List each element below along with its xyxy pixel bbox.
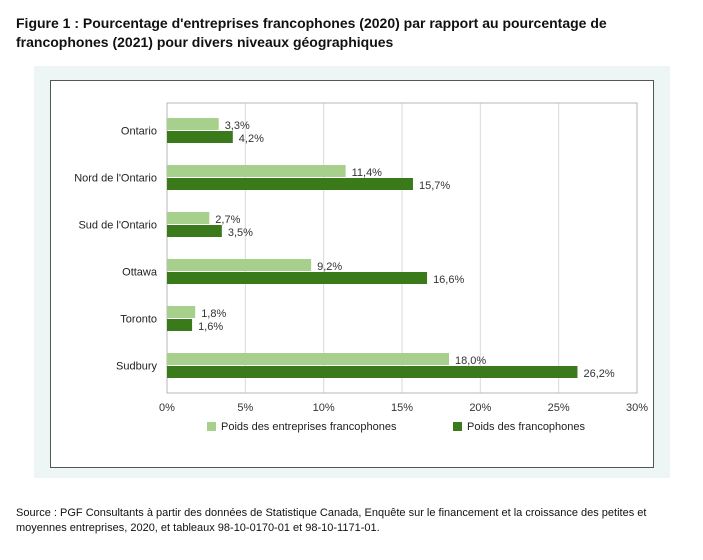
- legend-swatch: [453, 422, 462, 431]
- legend-swatch: [207, 422, 216, 431]
- category-label: Ontario: [121, 125, 157, 137]
- bar: [167, 272, 427, 284]
- category-label: Ottawa: [122, 266, 158, 278]
- bar: [167, 366, 577, 378]
- bar-value-label: 1,8%: [201, 308, 226, 320]
- bar-value-label: 9,2%: [317, 261, 342, 273]
- bar-value-label: 3,3%: [225, 120, 250, 132]
- category-label: Sudbury: [116, 360, 157, 372]
- legend-label: Poids des entreprises francophones: [221, 421, 397, 433]
- chart-frame: 0% 5% 10% 15% 20% 25% 30% Ontario 3,3%4,2% Nord d…: [50, 80, 654, 468]
- bar: [167, 165, 346, 177]
- figure-title: Figure 1 : Pourcentage d'entreprises fra…: [16, 14, 676, 52]
- bar: [167, 131, 233, 143]
- bar-value-label: 1,6%: [198, 321, 223, 333]
- bar: [167, 212, 209, 224]
- x-tick-label: 30%: [626, 402, 648, 414]
- chart-outer-panel: 0% 5% 10% 15% 20% 25% 30% Ontario 3,3%4,2% Nord d…: [34, 66, 670, 478]
- bar: [167, 259, 311, 271]
- bar-value-label: 26,2%: [583, 368, 614, 380]
- grouped-bar-chart: 0% 5% 10% 15% 20% 25% 30% Ontario 3,3%4,2% Nord d…: [55, 85, 649, 465]
- bar-value-label: 11,4%: [352, 167, 383, 179]
- bar-value-label: 15,7%: [419, 180, 450, 192]
- bar-value-label: 4,2%: [239, 133, 264, 145]
- legend-label: Poids des francophones: [467, 421, 586, 433]
- category-label: Nord de l'Ontario: [74, 172, 157, 184]
- bar-value-label: 18,0%: [455, 355, 486, 367]
- bar-value-label: 2,7%: [215, 214, 240, 226]
- bar: [167, 225, 222, 237]
- bar-value-label: 16,6%: [433, 274, 464, 286]
- bar: [167, 178, 413, 190]
- x-tick-label: 15%: [391, 402, 413, 414]
- category-label: Toronto: [120, 313, 157, 325]
- x-tick-label: 0%: [159, 402, 175, 414]
- x-tick-label: 5%: [237, 402, 253, 414]
- bar: [167, 319, 192, 331]
- x-tick-label: 25%: [548, 402, 570, 414]
- bar-value-label: 3,5%: [228, 227, 253, 239]
- bar: [167, 306, 195, 318]
- bar: [167, 353, 449, 365]
- source-note: Source : PGF Consultants à partir des do…: [16, 506, 687, 536]
- category-label: Sud de l'Ontario: [78, 219, 157, 231]
- bar: [167, 118, 219, 130]
- x-tick-label: 10%: [313, 402, 335, 414]
- x-tick-label: 20%: [469, 402, 491, 414]
